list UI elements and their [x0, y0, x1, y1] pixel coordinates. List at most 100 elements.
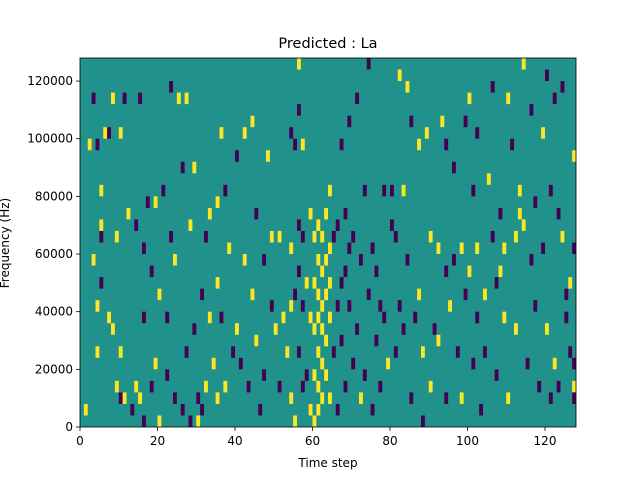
- heatmap-cell: [548, 184, 553, 197]
- heatmap-cell: [95, 346, 100, 358]
- heatmap-cell: [153, 196, 158, 208]
- heatmap-cell: [262, 369, 267, 381]
- heatmap-cell: [355, 323, 360, 335]
- heatmap-cell: [421, 346, 425, 358]
- heatmap-cell: [417, 138, 422, 151]
- y-axis: 0 20000 40000 60000 80000 100000 120000: [27, 74, 80, 434]
- x-tick-label: 80: [382, 434, 397, 448]
- heatmap-cell: [428, 380, 433, 393]
- heatmap-cell: [235, 323, 239, 335]
- heatmap-cell: [142, 242, 146, 255]
- heatmap-cell: [324, 334, 329, 347]
- heatmap-cell: [331, 346, 336, 358]
- heatmap-cell: [223, 184, 228, 197]
- heatmap-cell: [556, 207, 561, 220]
- heatmap-cell: [331, 230, 336, 243]
- heatmap-cell: [215, 392, 220, 404]
- heatmap-cell: [192, 323, 197, 335]
- heatmap-cell: [300, 300, 305, 312]
- heatmap-cell: [452, 161, 456, 174]
- heatmap-cell: [494, 369, 499, 381]
- heatmap-cell: [293, 288, 298, 301]
- heatmap-cell: [134, 380, 139, 393]
- x-tick-label: 0: [76, 434, 84, 448]
- heatmap-cell: [149, 380, 154, 393]
- heatmap-cell: [502, 242, 507, 255]
- heatmap-cell: [397, 300, 402, 312]
- heatmap-cell: [335, 300, 340, 312]
- heatmap-cell: [200, 403, 205, 416]
- heatmap-cell: [494, 277, 499, 289]
- heatmap-cell: [459, 242, 464, 255]
- heatmap-cell: [471, 357, 476, 370]
- heatmap-cell: [297, 58, 301, 70]
- heatmap-cell: [215, 196, 220, 208]
- heatmap-cell: [242, 127, 247, 139]
- heatmap-cell: [126, 207, 131, 220]
- heatmap-cell: [254, 334, 259, 347]
- heatmap-cell: [188, 219, 193, 231]
- heatmap-cell: [95, 138, 100, 151]
- heatmap-cell: [320, 300, 325, 312]
- heatmap-cell: [316, 254, 321, 266]
- heatmap-cell: [83, 403, 88, 416]
- heatmap-cell: [122, 92, 127, 105]
- heatmap-cell: [250, 115, 255, 128]
- heatmap-cell: [320, 323, 325, 335]
- heatmap-cell: [114, 230, 119, 243]
- heatmap-cell: [277, 380, 282, 393]
- heatmap-cell: [254, 207, 259, 220]
- heatmap-cell: [335, 403, 340, 416]
- heatmap-cell: [572, 392, 577, 404]
- heatmap-cell: [324, 369, 329, 381]
- heatmap-cell: [432, 323, 437, 335]
- heatmap-cell: [111, 92, 115, 105]
- heatmap-cell: [378, 380, 383, 393]
- heatmap-cell: [293, 138, 298, 151]
- heatmap-cell: [444, 392, 449, 404]
- plot-frame: [79, 57, 577, 428]
- heatmap-cell: [467, 265, 472, 278]
- heatmap-cell: [107, 127, 112, 139]
- heatmap-cell: [498, 207, 503, 220]
- heatmap-cell: [572, 242, 577, 255]
- heatmap-cell: [537, 380, 542, 393]
- heatmap-cell: [529, 254, 534, 266]
- heatmap-cell: [568, 277, 573, 289]
- heatmap-cell: [300, 230, 305, 243]
- heatmap-cell: [510, 138, 515, 151]
- heatmap-cell: [421, 415, 425, 427]
- heatmap-cell: [196, 392, 201, 404]
- heatmap-cell: [564, 311, 569, 324]
- heatmap-cell: [118, 346, 123, 358]
- heatmap-cell: [401, 184, 406, 197]
- heatmap-cell: [428, 230, 433, 243]
- y-axis-title: Frequency (Hz): [0, 198, 12, 289]
- heatmap-cell: [297, 219, 301, 231]
- heatmap-cell: [200, 288, 205, 301]
- heatmap-cell: [328, 277, 332, 289]
- heatmap-cell: [188, 415, 193, 427]
- heatmap-cell: [149, 265, 154, 278]
- heatmap-cell: [324, 207, 329, 220]
- heatmap-cell: [339, 277, 344, 289]
- heatmap-cell: [289, 300, 294, 312]
- heatmap-cell: [103, 127, 108, 139]
- plot-area: [79, 57, 577, 428]
- heatmap-cell: [506, 92, 511, 105]
- heatmap-cell: [316, 219, 321, 231]
- heatmap-cell: [541, 242, 546, 255]
- heatmap-cell: [359, 392, 363, 404]
- heatmap-cell: [95, 300, 100, 312]
- heatmap-cell: [297, 265, 301, 278]
- heatmap-cell: [142, 415, 146, 427]
- heatmap-cell: [207, 311, 212, 324]
- heatmap-cell: [324, 288, 329, 301]
- heatmap-cell: [475, 127, 480, 139]
- x-axis-title: Time step: [297, 456, 357, 470]
- heatmap-cell: [180, 161, 185, 174]
- heatmap-cell: [312, 323, 317, 335]
- heatmap-cell: [145, 196, 150, 208]
- heatmap-cell: [572, 150, 577, 162]
